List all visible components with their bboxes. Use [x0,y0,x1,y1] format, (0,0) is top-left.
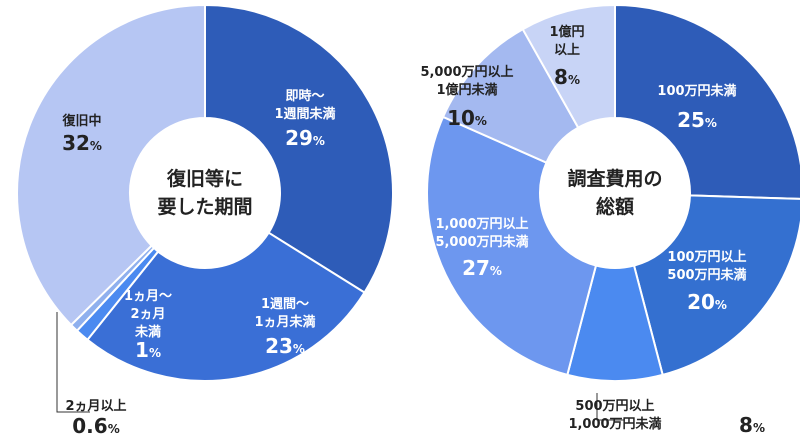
donut2-slice-label: 500万円以上 [575,399,654,414]
donut2-slice-label: 1,000万円以上 [435,217,528,232]
donut2-slice-value: 8% [554,65,580,89]
donut1-center [130,118,280,268]
donut1-leader-line [56,312,90,413]
donut1-slice-value: 32% [62,131,102,155]
donut1-slice-label: 復旧中 [61,113,101,129]
donut2-slice-label: 1,000万円未満 [568,416,661,432]
donut2-slice-value: 25% [677,108,717,132]
donut2-slice-value: 10% [447,106,487,130]
donut2-slice-value: 20% [687,290,727,314]
donut2-leader-line [596,393,625,421]
donut2-slice-label: 100万円以上 [667,250,746,265]
donut2-center [540,118,690,268]
donut1-slice-label: 1ヵ月～ [124,289,172,304]
donut1-center-label: 復旧等に [166,167,243,190]
donut2-slice-label: 5,000万円未満 [435,234,528,250]
donut1-slice-label: 1週間未満 [274,106,335,122]
donut1-slice-label: 即時～ [285,88,324,104]
donut2-center-label: 調査費用の [567,167,662,190]
donut2-slice-label: 以上 [554,43,580,58]
donut1-slice-value: 1% [135,338,161,362]
donut1-slice-label: 1ヵ月未満 [254,314,315,330]
donut2-slice-label: 100万円未満 [657,83,736,99]
donut1-slice-label: 1週間～ [261,297,309,312]
donut2-slice-label: 1億円未満 [436,82,497,98]
donut1-slice-value: 0.6% [72,414,119,438]
donut2-slice-label: 5,000万円以上 [420,65,513,80]
donut1-slice-value: 29% [285,126,325,150]
donut2-slice-label: 1億円 [549,24,584,40]
donut2-slice-label: 500万円未満 [667,267,746,283]
donut1-slice-label: 2ヵ月以上 [65,399,126,414]
donut2-center-label: 総額 [596,195,634,218]
donut1-slice-label: 未満 [134,324,161,340]
donut2-slice-value: 8% [739,413,765,437]
donut2-slice-value: 27% [462,256,502,280]
donut1-slice-value: 23% [265,334,305,358]
donut1-center-label: 要した期間 [157,196,252,218]
donut1-slice-label: 2ヵ月 [130,307,165,322]
